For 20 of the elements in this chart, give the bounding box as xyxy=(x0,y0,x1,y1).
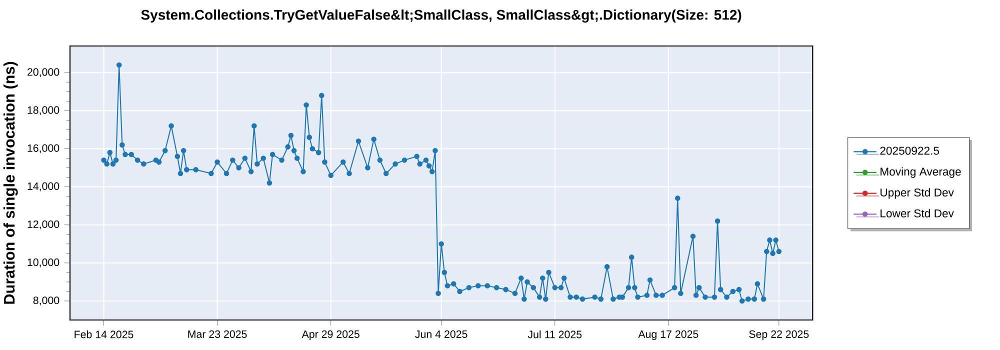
y-axis-title: Duration of single invocation (ns) xyxy=(3,62,18,304)
x-tick-label: Jun 4 2025 xyxy=(415,330,468,338)
chart-title: System.Collections.TryGetValueFalse&lt;SmallClass, SmallClass&gt;.Dictionary(Size: 512) xyxy=(141,10,742,23)
y-tick-label: 10,000 xyxy=(28,258,60,268)
legend-label: Upper Std Dev xyxy=(880,188,954,199)
legend-label: Moving Average xyxy=(880,167,961,178)
y-tick-label: 12,000 xyxy=(28,220,60,230)
y-tick-label: 20,000 xyxy=(28,68,60,78)
y-tick-label: 18,000 xyxy=(28,106,60,116)
x-tick-label: Jul 11 2025 xyxy=(528,330,582,338)
y-tick-label: 14,000 xyxy=(28,182,60,192)
x-tick-label: Aug 17 2025 xyxy=(638,330,698,340)
y-tick-label: 16,000 xyxy=(28,144,60,154)
x-tick-label: Apr 29 2025 xyxy=(302,330,360,340)
x-tick-label: Feb 14 2025 xyxy=(74,330,134,338)
y-tick-label: 8,000 xyxy=(33,296,60,306)
x-tick-label: Mar 23 2025 xyxy=(188,330,247,338)
x-tick-label: Sep 22 2025 xyxy=(749,330,809,340)
legend-label: 20250922.5 xyxy=(880,146,940,155)
legend-label: Lower Std Dev xyxy=(880,209,954,218)
